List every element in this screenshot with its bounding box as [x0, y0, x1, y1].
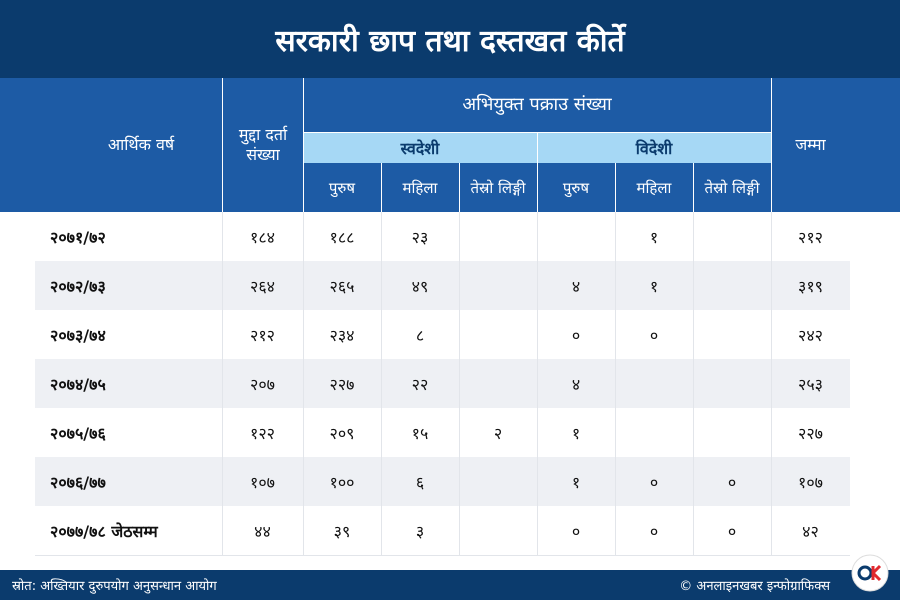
- value-cell: १२२: [250, 423, 275, 443]
- column-divider: [615, 212, 616, 555]
- column-divider: [771, 212, 772, 555]
- value-cell: ४९: [411, 276, 429, 296]
- header-divider: [459, 163, 460, 212]
- header-divider: [381, 163, 382, 212]
- value-cell: ४: [571, 374, 581, 394]
- column-divider: [459, 212, 460, 555]
- value-cell: ०: [571, 325, 581, 345]
- value-cell: ०: [649, 472, 659, 492]
- value-cell: १: [649, 227, 659, 247]
- year-cell: २०७५/७६: [50, 423, 106, 443]
- header-divider: [537, 133, 538, 163]
- header-divider: [303, 132, 771, 133]
- year-cell: २०७६/७७: [50, 472, 106, 492]
- cases-header: मुद्दा दर्ता संख्या: [238, 125, 288, 164]
- value-cell: ४: [571, 276, 581, 296]
- total-header: जम्मा: [795, 135, 826, 154]
- subcol-header: तेस्रो लिङ्गी: [470, 178, 526, 197]
- value-cell: २१२: [250, 325, 275, 345]
- row-bg: [35, 310, 850, 360]
- value-cell: १५: [411, 423, 429, 443]
- subcol-header: पुरुष: [562, 178, 590, 197]
- column-divider: [222, 212, 223, 555]
- value-cell: २०७: [250, 374, 275, 394]
- year-header: आर्थिक वर्ष: [107, 135, 175, 154]
- value-cell: ४४: [254, 521, 271, 541]
- value-cell: १: [571, 472, 581, 492]
- value-cell: ४२: [802, 521, 819, 541]
- column-divider: [381, 212, 382, 555]
- foreign-header: विदेशी: [635, 139, 673, 158]
- value-cell: २६४: [250, 276, 275, 296]
- value-cell: १८४: [250, 227, 275, 247]
- arrested-header: अभियुक्त पक्राउ संख्या: [462, 94, 612, 116]
- value-cell: १०७: [798, 472, 823, 492]
- value-cell: ०: [727, 472, 737, 492]
- logo: [851, 554, 889, 592]
- year-cell: २०७३/७४: [50, 325, 106, 345]
- value-cell: १८८: [329, 227, 355, 247]
- value-cell: ३: [415, 521, 425, 541]
- row-bg: [35, 261, 850, 311]
- row-bg: [35, 212, 850, 262]
- value-cell: ६: [415, 472, 425, 492]
- header-divider: [303, 78, 304, 212]
- value-cell: २: [493, 423, 503, 443]
- row-bg: [35, 457, 850, 507]
- value-cell: ०: [727, 521, 737, 541]
- year-cell: २०७१/७२: [50, 227, 106, 247]
- header-divider: [222, 78, 223, 212]
- value-cell: २३: [411, 227, 429, 247]
- year-cell: २०७२/७३: [50, 276, 106, 296]
- value-cell: १: [571, 423, 581, 443]
- subcol-header: महिला: [402, 178, 438, 197]
- value-cell: २१२: [798, 227, 823, 247]
- source: स्रोत: अख्तियार दुरुपयोग अनुसन्धान आयोग: [12, 579, 217, 594]
- credit: © अनलाइनखबर इन्फोग्राफिक्स: [679, 579, 830, 594]
- year-cell: २०७७/७८ जेठसम्म: [50, 521, 158, 541]
- value-cell: ३१९: [798, 276, 823, 296]
- subcol-header: पुरुष: [328, 178, 356, 197]
- value-cell: ०: [571, 521, 581, 541]
- column-divider: [537, 212, 538, 555]
- column-divider: [693, 212, 694, 555]
- value-cell: ०: [649, 521, 659, 541]
- title: सरकारी छाप तथा दस्तखत कीर्ते: [0, 0, 900, 78]
- subcol-header: महिला: [636, 178, 672, 197]
- value-cell: ३९: [333, 521, 351, 541]
- column-divider: [303, 212, 304, 555]
- header-divider: [537, 163, 538, 212]
- header-divider: [693, 163, 694, 212]
- value-cell: २४२: [798, 325, 823, 345]
- value-cell: २२: [411, 374, 429, 394]
- value-cell: २२७: [798, 423, 823, 443]
- value-cell: २०९: [329, 423, 355, 443]
- header-divider: [771, 78, 772, 212]
- value-cell: २२७: [329, 374, 355, 394]
- value-cell: ०: [649, 325, 659, 345]
- value-cell: २५३: [798, 374, 823, 394]
- domestic-header: स्वदेशी: [400, 139, 440, 158]
- footer-bg: [0, 570, 900, 600]
- value-cell: १: [649, 276, 659, 296]
- value-cell: १०७: [250, 472, 275, 492]
- subcol-header: तेस्रो लिङ्गी: [704, 178, 760, 197]
- value-cell: २३४: [329, 325, 355, 345]
- year-cell: २०७४/७५: [50, 374, 106, 394]
- value-cell: १००: [329, 472, 355, 492]
- value-cell: २६५: [329, 276, 355, 296]
- value-cell: ८: [415, 325, 425, 345]
- header-divider: [615, 163, 616, 212]
- row-bg: [35, 506, 850, 556]
